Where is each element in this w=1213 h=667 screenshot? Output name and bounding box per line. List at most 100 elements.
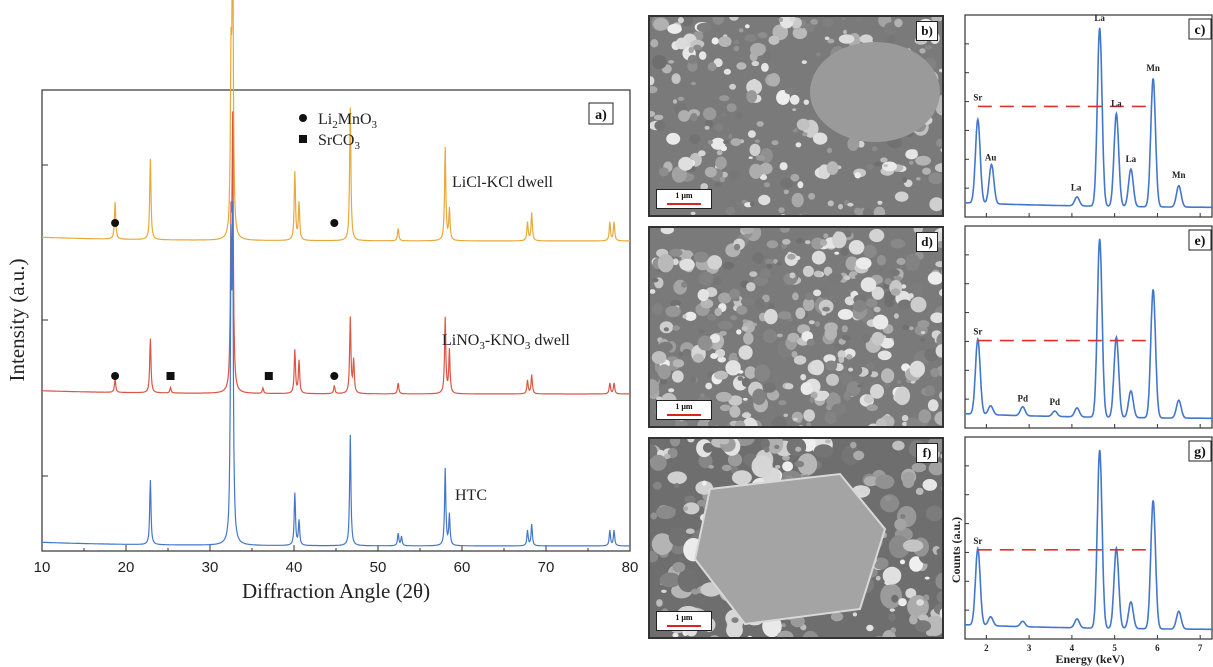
sem-grain bbox=[813, 270, 823, 278]
sem-grain bbox=[941, 486, 942, 492]
sem-grain bbox=[938, 228, 942, 233]
xrd-x-tick-label: 30 bbox=[202, 559, 219, 576]
sem-grain bbox=[656, 505, 676, 520]
sem-grain bbox=[846, 364, 863, 377]
sem-grain bbox=[671, 370, 684, 383]
sem-grain bbox=[923, 594, 930, 601]
sem-grain bbox=[935, 572, 942, 590]
sem-grain bbox=[905, 149, 918, 160]
sem-grain bbox=[711, 37, 719, 45]
sem-grain bbox=[877, 350, 892, 361]
sem-grain bbox=[733, 45, 740, 52]
sem-grain bbox=[771, 140, 779, 146]
sem-grain bbox=[709, 333, 721, 343]
sem-grain bbox=[754, 139, 760, 143]
sem-grain bbox=[915, 155, 931, 166]
sem-grain bbox=[795, 142, 802, 148]
sem-grain bbox=[668, 388, 675, 393]
scale-bar-b-label: 1 μm bbox=[675, 191, 693, 200]
sem-grain bbox=[880, 583, 902, 609]
sem-grain bbox=[813, 132, 828, 145]
sem-grain bbox=[778, 311, 792, 320]
sem-grain bbox=[794, 255, 801, 261]
sem-grain bbox=[665, 305, 681, 318]
sem-grain bbox=[778, 207, 785, 214]
sem-grain bbox=[691, 588, 700, 595]
sem-grain bbox=[764, 308, 778, 325]
sem-grain bbox=[838, 356, 845, 364]
sem-grain bbox=[821, 311, 827, 316]
sem-grain bbox=[789, 94, 800, 105]
sem-grain bbox=[756, 154, 765, 161]
sem-grain bbox=[736, 305, 748, 315]
sem-grain bbox=[743, 332, 754, 345]
sem-grain bbox=[872, 314, 889, 330]
sem-grain bbox=[905, 253, 920, 272]
xrd-circle-marker bbox=[330, 219, 339, 227]
sem-grain bbox=[781, 623, 786, 628]
sem-grain bbox=[723, 68, 731, 75]
sem-grain bbox=[698, 453, 713, 469]
sem-grain bbox=[749, 143, 761, 157]
sem-grain bbox=[654, 120, 666, 131]
sem-grain bbox=[663, 327, 669, 332]
sem-grain bbox=[697, 289, 709, 302]
sem-grain bbox=[714, 307, 722, 317]
sem-grain bbox=[894, 386, 911, 406]
series-label-licl-kcl: LiCl-KCl dwell bbox=[452, 174, 553, 191]
sem-grain bbox=[818, 390, 830, 399]
sem-grain bbox=[718, 439, 730, 445]
sem-grain bbox=[667, 23, 682, 34]
sem-grain bbox=[857, 140, 865, 148]
sem-grain bbox=[682, 348, 692, 357]
sem-grain bbox=[721, 112, 726, 117]
sem-grain bbox=[798, 425, 803, 426]
sem-grain bbox=[707, 140, 713, 145]
sem-grain bbox=[674, 483, 680, 489]
sem-grain bbox=[837, 350, 846, 360]
sem-texture-b bbox=[650, 17, 942, 215]
sem-grain bbox=[805, 240, 811, 245]
sem-grain bbox=[882, 214, 884, 215]
sem-grain bbox=[749, 271, 758, 277]
xrd-plot-frame bbox=[41, 89, 631, 552]
sem-texture-d bbox=[650, 228, 942, 426]
sem-grain bbox=[866, 404, 878, 412]
sem-grain bbox=[887, 35, 896, 44]
sem-grain bbox=[914, 620, 931, 632]
xrd-series-line bbox=[42, 200, 630, 547]
sem-grain bbox=[922, 167, 931, 175]
sem-grain bbox=[805, 23, 815, 32]
sem-grain bbox=[864, 476, 879, 487]
sem-grain bbox=[790, 134, 796, 138]
sem-grain bbox=[905, 588, 917, 599]
sem-grain bbox=[802, 132, 808, 137]
sem-grain bbox=[726, 621, 743, 637]
sem-grain bbox=[857, 384, 862, 388]
sem-grain bbox=[810, 19, 818, 25]
sem-grain bbox=[827, 38, 835, 44]
sem-grain bbox=[744, 366, 757, 379]
sem-grain bbox=[934, 163, 942, 173]
sem-grain bbox=[908, 160, 914, 165]
sem-grain bbox=[738, 345, 753, 360]
sem-grain bbox=[774, 444, 780, 450]
xrd-x-tick-label: 70 bbox=[538, 559, 555, 576]
sem-grain bbox=[707, 255, 723, 270]
sem-grain bbox=[902, 176, 907, 183]
sem-grain bbox=[896, 379, 902, 384]
sem-grain bbox=[823, 266, 833, 276]
sem-grain bbox=[703, 107, 717, 121]
sem-grain bbox=[651, 533, 673, 555]
sem-grain bbox=[683, 506, 689, 511]
sem-grain bbox=[813, 444, 834, 458]
sem-grain bbox=[838, 203, 843, 210]
xrd-circle-marker bbox=[330, 372, 339, 380]
sem-grain bbox=[752, 322, 757, 327]
sem-grain bbox=[843, 29, 847, 35]
legend-li2mno3-label: Li2MnO3 bbox=[318, 111, 378, 131]
xrd-circle-marker bbox=[111, 372, 120, 380]
sem-grain bbox=[677, 568, 699, 593]
sem-image-b: b) 1 μm bbox=[648, 15, 944, 217]
sem-grain bbox=[918, 614, 929, 621]
